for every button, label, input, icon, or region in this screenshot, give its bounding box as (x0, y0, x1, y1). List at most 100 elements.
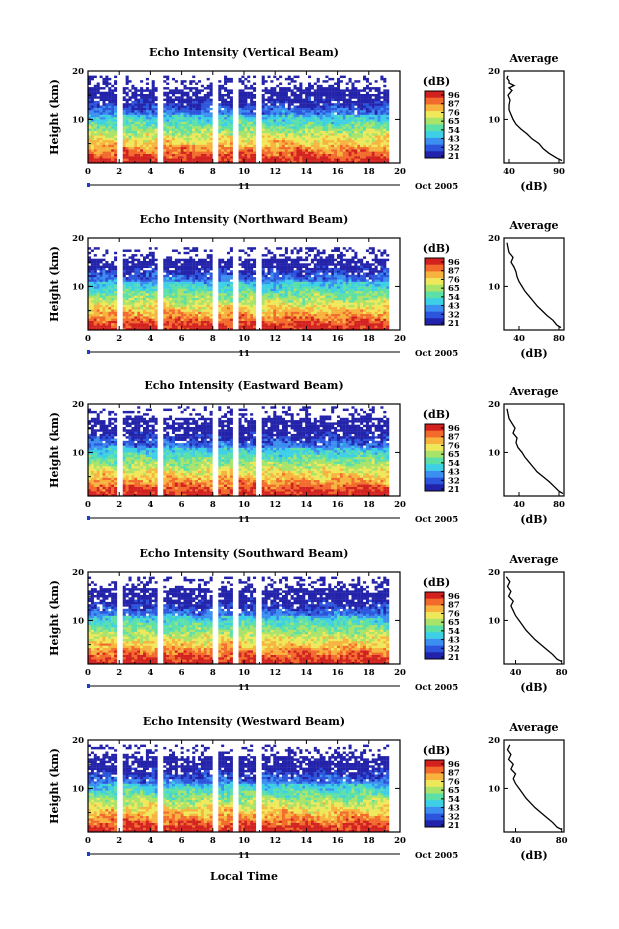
heatmap-cell (224, 133, 228, 136)
heatmap-cell (180, 103, 184, 106)
heatmap-cell (134, 160, 138, 164)
heatmap-cell (299, 140, 303, 143)
heatmap-cell (244, 117, 248, 120)
heatmap-cell (339, 117, 343, 120)
heatmap-cell (253, 130, 257, 134)
heatmap-cell (276, 307, 280, 310)
heatmap-cell (198, 98, 202, 102)
heatmap-cell (177, 313, 181, 317)
heatmap-cell (250, 295, 254, 298)
heatmap-cell (195, 156, 199, 159)
heatmap-cell (192, 325, 196, 328)
heatmap-cell (334, 82, 338, 85)
heatmap-cell (374, 316, 378, 319)
heatmap-cell (279, 105, 283, 108)
colorbar-segment (425, 111, 444, 119)
heatmap-cell (365, 128, 369, 131)
heatmap-cell (360, 286, 364, 289)
heatmap-cell (114, 300, 118, 303)
heatmap-cell (374, 126, 378, 129)
heatmap-cell (336, 110, 341, 113)
heatmap-cell (224, 142, 228, 145)
heatmap-cell (360, 98, 364, 102)
heatmap-cell (328, 100, 332, 104)
heatmap-cell (308, 75, 312, 79)
heatmap-cell (114, 290, 118, 294)
heatmap-cell (380, 75, 384, 79)
heatmap-cell (148, 137, 152, 141)
heatmap-cell (224, 94, 228, 97)
heatmap-cell (377, 313, 381, 317)
heatmap-cell (296, 89, 300, 92)
heatmap-cell (198, 121, 202, 125)
heatmap-cell (345, 114, 349, 118)
heatmap-cell (354, 114, 358, 118)
heatmap-cell (224, 87, 228, 90)
heatmap-cell (261, 300, 265, 303)
heatmap-cell (180, 325, 184, 328)
heatmap-cell (313, 302, 317, 305)
heatmap-cell (322, 158, 326, 161)
heatmap-cell (122, 105, 126, 108)
heatmap-cell (244, 297, 248, 301)
heatmap-cell (221, 133, 225, 136)
heatmap-cell (154, 325, 158, 328)
heatmap-cell (96, 117, 100, 120)
heatmap-cell (99, 128, 103, 131)
heatmap-cell (195, 160, 199, 164)
heatmap-cell (348, 325, 352, 328)
heatmap-cell (151, 151, 155, 154)
heatmap-cell (192, 153, 196, 157)
heatmap-cell (368, 286, 372, 289)
heatmap-cell (365, 121, 369, 125)
heatmap-cell (290, 135, 294, 138)
heatmap-cell (122, 325, 126, 328)
heatmap-cell (177, 146, 181, 150)
heatmap-cell (108, 110, 112, 113)
heatmap-cell (151, 293, 155, 296)
heatmap-cell (169, 110, 173, 113)
heatmap-cell (287, 130, 291, 134)
heatmap-cell (88, 130, 92, 134)
heatmap-cell (276, 318, 280, 321)
heatmap-cell (348, 114, 352, 118)
heatmap-cell (122, 146, 126, 150)
heatmap-cell (363, 311, 367, 315)
heatmap-cell (247, 318, 251, 321)
heatmap-cell (339, 313, 343, 317)
heatmap-cell (345, 98, 349, 102)
heatmap-cell (296, 119, 300, 122)
heatmap-cell (368, 87, 372, 90)
heatmap-cell (96, 300, 100, 303)
heatmap-cell (279, 130, 283, 134)
heatmap-cell (270, 158, 274, 161)
heatmap-cell (331, 133, 335, 136)
heatmap-cell (134, 137, 138, 141)
heatmap-cell (198, 309, 202, 312)
heatmap-cell (305, 94, 309, 97)
heatmap-cell (331, 295, 335, 298)
heatmap-cell (105, 309, 109, 312)
colorbar-segment (425, 124, 444, 132)
heatmap-cell (342, 130, 346, 134)
heatmap-cell (357, 327, 361, 331)
heatmap-cell (166, 297, 170, 301)
heatmap-cell (299, 94, 303, 97)
heatmap-cell (371, 297, 375, 301)
heatmap-cell (131, 133, 135, 136)
heatmap-cell (316, 119, 320, 122)
heatmap-cell (163, 112, 167, 115)
heatmap-cell (345, 82, 349, 85)
heatmap-cell (238, 117, 242, 120)
heatmap-cell (273, 98, 277, 102)
heatmap-cell (241, 309, 245, 312)
heatmap-cell (284, 137, 288, 141)
heatmap-cell (203, 98, 207, 102)
heatmap-cell (386, 94, 390, 97)
heatmap-cell (131, 110, 135, 113)
heatmap-cell (125, 77, 129, 81)
heatmap-cell (342, 126, 346, 129)
heatmap-cell (238, 140, 242, 143)
heatmap-cell (308, 311, 312, 315)
heatmap-cell (247, 153, 251, 157)
